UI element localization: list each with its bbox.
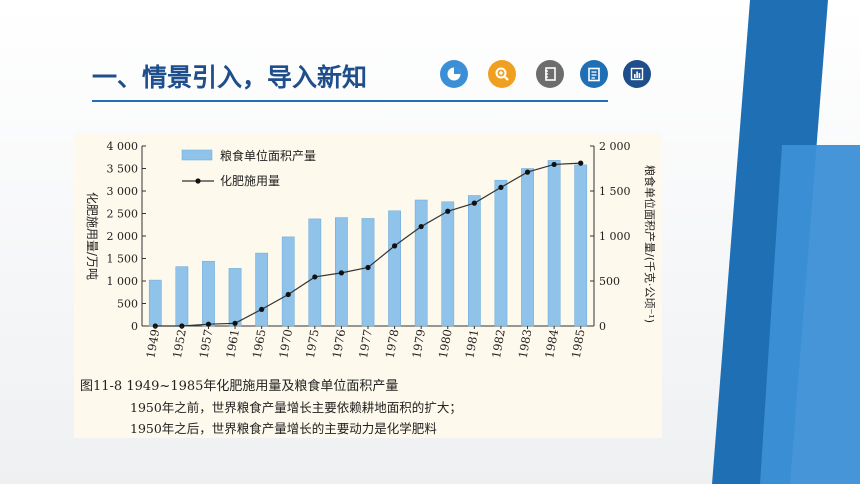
x-tick-label: 1961: [223, 328, 242, 359]
y-tick-label-left: 500: [117, 298, 138, 311]
y-tick-label-right: 500: [599, 275, 620, 288]
line-point: [312, 274, 318, 280]
bar: [228, 268, 242, 327]
title-underline: [92, 100, 608, 102]
y-tick-label-left: 1 500: [107, 253, 139, 266]
bar: [255, 252, 269, 327]
chart-figure: 0 500 1 000 1 500 2 000 2 500 3 000 3 500 4 000 0…: [74, 133, 662, 438]
y-axis-label-left: 化肥施用量/万吨: [85, 192, 99, 280]
line-point: [259, 306, 265, 312]
bar: [281, 236, 295, 327]
x-tick-label: 1976: [329, 328, 348, 359]
line-point: [551, 161, 557, 168]
y-tick-label-left: 2 500: [107, 208, 139, 221]
bar: [414, 199, 428, 327]
line-point: [391, 243, 398, 249]
line-point: [179, 323, 185, 329]
y-tick-label-right: 2 000: [599, 140, 631, 153]
bar: [547, 160, 561, 327]
bar: [574, 164, 588, 327]
notebook-icon[interactable]: [536, 60, 564, 88]
line-point: [285, 291, 291, 298]
x-tick-label: 1978: [383, 328, 402, 359]
line-point: [418, 223, 424, 230]
zoom-in-icon[interactable]: [488, 60, 516, 88]
x-tick-label: 1957: [197, 328, 216, 359]
x-tick-label: 1965: [250, 328, 269, 359]
x-tick-label: 1982: [489, 328, 508, 359]
chart-svg: 0 500 1 000 1 500 2 000 2 500 3 000 3 500 4 000 0…: [85, 140, 657, 359]
x-tick-label: 1979: [409, 328, 428, 359]
x-tick-label: 1977: [356, 328, 375, 359]
line-point: [365, 264, 371, 271]
legend-swatch-bar: [181, 149, 213, 161]
legend-label-line: 化肥施用量: [220, 174, 280, 188]
y-tick-label-left: 1 000: [107, 275, 139, 288]
y-tick-label-right: 1 000: [599, 230, 631, 243]
legend-label-bar: 粮食单位面积产量: [220, 148, 316, 163]
x-tick-label: 1981: [462, 328, 481, 359]
line-point: [152, 323, 158, 329]
y-tick-label-left: 3 500: [107, 163, 139, 176]
figure-caption-note-1: 1950年之前，世界粮食产量增长主要依赖耕地面积的扩大；: [130, 400, 462, 415]
bar: [308, 218, 322, 327]
line-point: [524, 169, 531, 175]
bar: [494, 179, 508, 327]
y-tick-label-left: 2 000: [107, 230, 139, 243]
line-point: [578, 160, 584, 166]
legend-swatch-point: [195, 178, 201, 184]
bar: [148, 279, 162, 327]
bar: [388, 210, 401, 327]
x-tick-label: 1980: [436, 328, 455, 359]
notepad-icon[interactable]: [580, 60, 608, 88]
line-point: [498, 184, 504, 190]
y-tick-label-right: 0: [599, 320, 606, 333]
figure-caption-title: 图11-8 1949~1985年化肥施用量及粮食单位面积产量: [80, 379, 399, 394]
y-axis-label-right: 粮食单位面积产量/(千克·公顷⁻¹): [643, 165, 657, 323]
page-title: 一、情景引入，导入新知: [92, 63, 368, 92]
x-tick-label: 1984: [542, 328, 561, 359]
y-tick-label-left: 3 000: [107, 185, 139, 198]
bar: [361, 218, 375, 327]
bar: [467, 195, 481, 327]
pie-chart-icon[interactable]: [440, 60, 468, 88]
bar: [202, 260, 215, 327]
line-point: [232, 320, 238, 326]
bar: [441, 201, 455, 327]
figure-caption-note-2: 1950年之后，世界粮食产量增长的主要动力是化学肥料: [130, 421, 437, 436]
x-tick-label: 1970: [276, 328, 295, 359]
x-tick-label: 1983: [516, 328, 535, 359]
bar: [521, 168, 534, 327]
y-tick-label-left: 0: [131, 320, 138, 333]
x-tick-label: 1985: [569, 328, 588, 359]
y-tick-label-left: 4 000: [107, 140, 139, 153]
x-tick-label: 1975: [303, 328, 322, 359]
line-point: [338, 270, 345, 276]
x-tick-label: 1952: [170, 328, 189, 359]
x-tick-label: 1949: [143, 328, 162, 359]
bar-chart-icon[interactable]: [623, 60, 651, 88]
y-tick-label-right: 1 500: [599, 185, 631, 198]
bar: [175, 266, 189, 327]
line-point: [471, 200, 477, 206]
line-point: [205, 321, 212, 327]
line-point: [445, 208, 451, 214]
